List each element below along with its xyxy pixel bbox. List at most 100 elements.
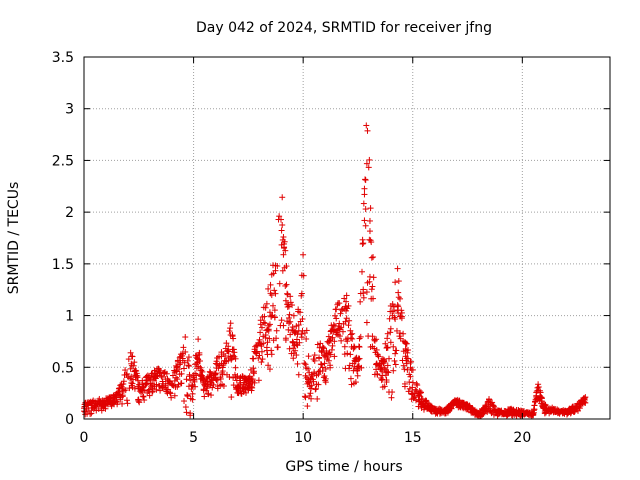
data-point	[256, 336, 263, 343]
data-point	[266, 335, 273, 342]
data-point	[361, 185, 368, 192]
data-point	[176, 366, 183, 373]
data-point	[227, 325, 234, 332]
data-point	[178, 380, 185, 387]
data-point	[397, 295, 404, 302]
data-point	[490, 402, 497, 409]
data-point	[280, 251, 287, 258]
chart-title: Day 042 of 2024, SRMTID for receiver jfn…	[196, 20, 492, 36]
data-point	[362, 206, 369, 213]
data-point	[124, 400, 131, 407]
data-point	[279, 267, 286, 274]
data-point	[290, 312, 297, 319]
data-point	[582, 399, 589, 406]
data-point	[319, 349, 326, 356]
data-points	[81, 122, 589, 420]
data-point	[567, 410, 574, 417]
data-point	[88, 410, 95, 417]
data-point	[212, 370, 219, 377]
data-point	[338, 337, 345, 344]
data-point	[193, 372, 200, 379]
y-tick-label: 3.5	[52, 50, 74, 66]
data-point	[397, 330, 404, 337]
data-point	[251, 379, 258, 386]
data-point	[286, 345, 293, 352]
data-point	[447, 405, 454, 412]
data-point	[119, 392, 126, 399]
data-point	[390, 367, 397, 374]
data-point	[153, 386, 160, 393]
data-point	[257, 329, 264, 336]
data-point	[187, 410, 194, 417]
data-point	[363, 319, 370, 326]
data-point	[352, 379, 359, 386]
data-point	[389, 389, 396, 396]
x-tick-label: 15	[404, 430, 422, 446]
data-point	[344, 350, 351, 357]
data-point	[316, 355, 323, 362]
data-point	[304, 365, 311, 372]
data-point	[123, 370, 130, 377]
y-tick-label: 3	[65, 102, 74, 118]
data-point	[163, 370, 170, 377]
data-point	[119, 400, 126, 407]
data-point	[131, 359, 138, 366]
data-point	[535, 381, 542, 388]
data-point	[283, 263, 290, 270]
data-point	[132, 367, 139, 374]
data-point	[140, 393, 147, 400]
data-point	[417, 390, 424, 397]
data-point	[395, 289, 402, 296]
data-point	[373, 336, 380, 343]
data-point	[227, 320, 234, 327]
data-point	[370, 254, 377, 261]
data-point	[289, 324, 296, 331]
data-point	[281, 238, 288, 245]
data-point	[391, 357, 398, 364]
data-point	[339, 328, 346, 335]
data-point	[169, 372, 176, 379]
data-point	[206, 368, 213, 375]
data-point	[409, 384, 416, 391]
data-point	[484, 409, 491, 416]
data-point	[278, 227, 285, 234]
data-point	[535, 384, 542, 391]
y-tick-label: 0.5	[52, 360, 74, 376]
data-point	[157, 367, 164, 374]
data-point	[387, 325, 394, 332]
data-point	[185, 362, 192, 369]
data-point	[311, 352, 318, 359]
data-point	[360, 240, 367, 247]
data-point	[268, 351, 275, 358]
data-point	[271, 287, 278, 294]
data-point	[282, 247, 289, 254]
data-point	[149, 389, 156, 396]
data-point	[305, 353, 312, 360]
data-point	[87, 411, 94, 418]
data-point	[346, 362, 353, 369]
data-point	[196, 357, 203, 364]
data-point	[120, 378, 127, 385]
data-point	[312, 386, 319, 393]
data-point	[300, 251, 307, 258]
data-point	[181, 365, 188, 372]
data-point	[198, 367, 205, 374]
data-point	[407, 373, 414, 380]
data-point	[279, 221, 286, 228]
data-point	[278, 317, 285, 324]
x-axis-label: GPS time / hours	[285, 459, 402, 475]
data-point	[285, 303, 292, 310]
data-point	[173, 374, 180, 381]
data-point	[361, 217, 368, 224]
data-point	[379, 368, 386, 375]
data-point	[413, 380, 420, 387]
data-point	[223, 340, 230, 347]
data-point	[127, 365, 134, 372]
data-point	[199, 368, 206, 375]
data-point	[366, 273, 373, 280]
data-point	[287, 299, 294, 306]
data-point	[169, 382, 176, 389]
data-point	[146, 392, 153, 399]
x-ticks: 0 5 10 15 20	[80, 57, 531, 446]
data-point	[282, 282, 289, 289]
